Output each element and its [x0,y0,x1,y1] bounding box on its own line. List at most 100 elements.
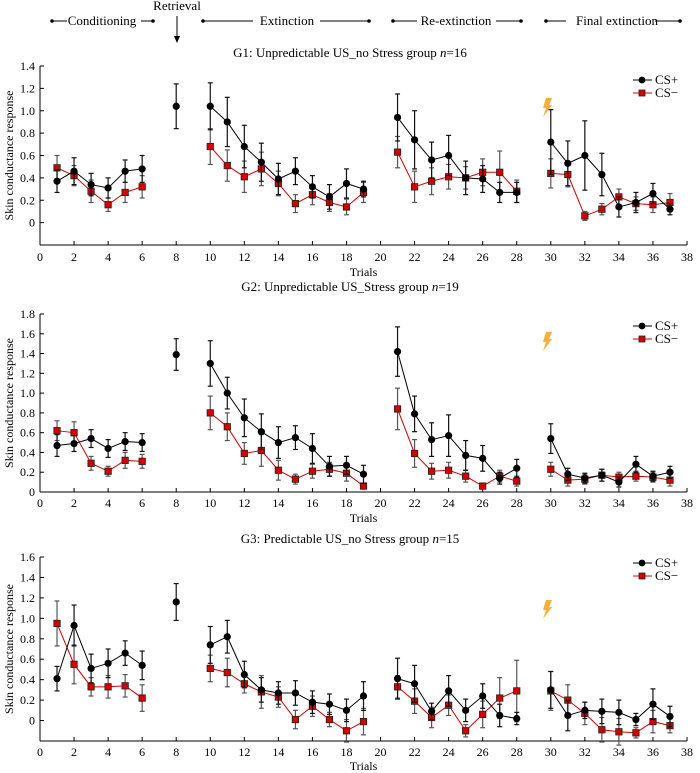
y-tick-label: 1.2 [20,81,35,95]
x-tick-label: 38 [681,250,693,264]
data-point-cs-plus [274,175,282,183]
data-point-cs-minus [496,694,504,702]
data-point-cs-minus [445,466,453,474]
data-point-cs-plus [479,175,487,183]
chart-title-n-value: =19 [438,279,458,294]
y-tick-label: 0.2 [20,693,35,707]
legend: CS+CS− [633,318,678,346]
data-point-cs-plus [393,675,402,683]
data-point-cs-minus [70,429,78,437]
x-tick-label: 34 [613,250,625,264]
data-point-cs-plus [121,649,129,657]
y-tick-label: 1.6 [20,327,35,341]
data-point-cs-plus [428,435,436,444]
chart-title-text: G2: Unpredictable US_Stress group [241,279,432,294]
data-point-cs-minus [121,188,129,197]
series-cs-minus [53,600,674,746]
data-point-cs-minus [393,148,402,156]
series-line [397,678,517,720]
data-point-cs-plus [581,706,589,714]
data-point-cs-plus [649,700,657,708]
x-tick-label: 20 [375,745,387,759]
series-line [210,667,364,732]
data-point-cs-plus [138,438,146,447]
data-point-cs-plus [53,441,61,450]
y-tick-label: 1.4 [20,570,35,584]
legend-marker-cs-minus [638,572,646,580]
x-tick-label: 28 [511,496,523,510]
data-point-cs-plus [206,641,214,649]
data-point-cs-plus [257,158,265,166]
y-tick-label: 0.2 [20,193,35,207]
phase-bracket-dot [519,19,523,23]
data-point-cs-minus [53,427,61,435]
y-tick-label: 1.2 [20,591,35,605]
chart-title-text: G3: Predictable US_no Stress group [241,531,433,546]
data-point-cs-plus [632,198,640,207]
data-point-cs-minus [598,205,606,213]
phase-bracket-dot [367,19,371,23]
data-point-cs-plus [564,470,572,478]
data-point-cs-minus [342,727,351,735]
data-point-cs-minus [206,409,214,417]
data-point-cs-plus [547,435,555,443]
data-point-cs-minus [513,477,521,485]
data-point-cs-minus [632,472,640,480]
data-point-cs-plus [581,474,589,482]
data-point-cs-minus [104,683,112,691]
data-point-cs-plus [513,714,521,723]
x-tick-label: 26 [477,745,489,759]
phase-label-conditioning: Conditioning [68,13,137,28]
data-point-cs-minus [223,668,231,677]
x-tick-label: 0 [37,250,43,264]
data-point-cs-plus [206,359,214,368]
phase-retrieval: Retrieval [153,0,201,43]
chart-title-n: n [432,531,439,546]
phase-bracket-dot [151,19,155,23]
data-point-cs-minus [121,456,129,464]
data-point-cs-plus [274,689,282,697]
x-tick-label: 0 [37,496,43,510]
y-tick-label: 0.8 [20,632,35,646]
x-tick-label: 0 [37,745,43,759]
x-tick-label: 18 [340,745,352,759]
data-point-cs-plus [666,205,674,213]
data-point-cs-plus [104,444,112,453]
data-point-cs-minus [359,717,368,726]
data-point-cs-plus [104,184,112,192]
legend: CS+CS− [633,555,678,583]
data-point-cs-minus [462,472,470,480]
data-point-cs-plus [53,675,61,683]
data-point-cs-minus [104,467,112,475]
data-point-cs-minus [87,459,95,467]
x-tick-label: 30 [545,250,557,264]
data-point-cs-minus [410,449,419,458]
data-point-cs-plus [223,389,231,397]
y-tick-label: 0 [29,216,35,230]
data-point-cs-plus [410,136,419,144]
data-point-cs-plus [513,464,521,472]
x-tick-label: 26 [477,496,489,510]
series-cs-plus [53,582,674,732]
y-tick-label: 0.2 [20,465,35,479]
x-tick-label: 18 [340,250,352,264]
x-tick-label: 10 [204,745,216,759]
data-point-cs-minus [325,715,334,724]
x-tick-label: 28 [511,745,523,759]
data-point-cs-plus [138,661,146,669]
data-point-cs-plus [172,598,180,606]
y-tick-label: 1.0 [20,104,35,118]
y-tick-label: 0 [29,485,35,499]
data-point-cs-minus [240,173,248,181]
x-tick-label: 20 [375,496,387,510]
x-tick-label: 8 [173,250,179,264]
x-tick-label: 22 [409,496,421,510]
data-point-cs-minus [410,183,419,191]
data-point-cs-minus [206,664,214,673]
data-point-cs-plus [87,180,95,189]
data-point-cs-plus [240,670,248,679]
data-point-cs-minus [581,212,589,220]
series-line [209,146,364,208]
down-arrow-head-icon [174,36,180,43]
